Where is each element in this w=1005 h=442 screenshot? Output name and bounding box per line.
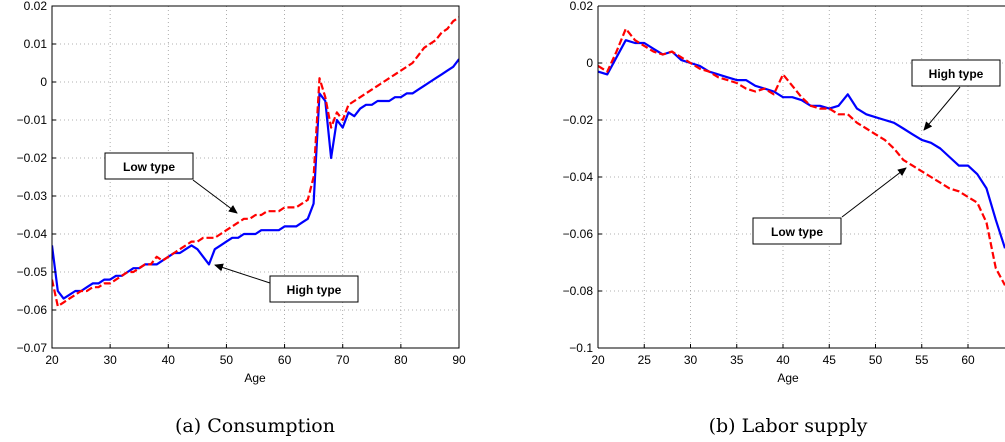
consumption-high-type-arrow: [214, 263, 271, 284]
consumption-y-tick-label: −0.01: [17, 113, 48, 127]
labor-supply-y-tick-label: −0.1: [569, 341, 593, 355]
labor-supply-y-tick-label: 0.02: [570, 0, 594, 13]
labor-supply-ticks: 20 25 30 35 40 45 50 55 60 0.02 0 −0.02 −0.04 −0.06 −0…: [563, 0, 975, 367]
consumption-y-tick-label: 0.01: [24, 37, 48, 51]
consumption-x-tick-label: 40: [162, 353, 176, 367]
labor-supply-series: [598, 27, 1005, 286]
consumption-high-type-box: [269, 275, 359, 303]
labor-supply-x-tick-label: 50: [869, 353, 883, 367]
labor-supply-y-tick-label: −0.08: [563, 284, 594, 298]
labor-supply-y-tick-label: −0.06: [563, 227, 594, 241]
consumption-y-tick-label: 0: [40, 75, 47, 89]
consumption-plot-frame: [51, 5, 460, 349]
labor-high-type-label: High type: [929, 67, 984, 81]
labor-supply-x-tick-label: 45: [823, 353, 837, 367]
labor-supply-chart: 20 25 30 35 40 45 50 55 60 0.02 0 −0.02 −0.04 −0.06 −0…: [563, 0, 1005, 437]
labor-supply-x-tick-label: 25: [638, 353, 652, 367]
consumption-x-tick-label: 50: [220, 353, 234, 367]
consumption-y-tick-label: 0.02: [24, 0, 48, 13]
consumption-x-axis-label: Age: [244, 371, 266, 385]
consumption-y-tick-label: −0.04: [17, 227, 48, 241]
labor-low-type-label: Low type: [771, 225, 823, 239]
labor-supply-x-tick-label: 35: [730, 353, 744, 367]
consumption-low-type-series-line: [52, 16, 459, 308]
consumption-low-type-arrow: [192, 179, 238, 214]
labor-supply-y-tick-label: 0: [586, 56, 593, 70]
labor-supply-x-tick-label: 20: [591, 353, 605, 367]
consumption-low-type-box: [104, 152, 194, 180]
consumption-x-tick-label: 20: [45, 353, 59, 367]
labor-high-type-box: [911, 59, 1001, 87]
labor-supply-x-tick-label: 60: [961, 353, 975, 367]
consumption-ticks: 20 30 40 50 60 70 80 90 0.02 0.01 0 −0.01 −0.02 −0.03…: [17, 0, 466, 367]
consumption-x-tick-label: 70: [336, 353, 350, 367]
labor-supply-caption: (b) Labor supply: [709, 415, 868, 437]
labor-supply-grid: [598, 6, 1005, 348]
labor-supply-x-axis-label: Age: [777, 371, 799, 385]
labor-high-type-arrow: [923, 86, 961, 131]
consumption-y-tick-label: −0.03: [17, 189, 48, 203]
consumption-high-type-label: High type: [287, 283, 342, 297]
consumption-y-tick-label: −0.07: [17, 341, 48, 355]
consumption-y-tick-label: −0.02: [17, 151, 48, 165]
consumption-x-tick-label: 30: [103, 353, 117, 367]
consumption-high-type-series-line: [52, 58, 459, 300]
labor-low-type-box: [752, 217, 842, 245]
consumption-chart: 20 30 40 50 60 70 80 90 0.02 0.01 0 −0.01 −0.02 −0.03…: [17, 0, 466, 437]
consumption-y-tick-label: −0.06: [17, 303, 48, 317]
consumption-x-tick-label: 60: [278, 353, 292, 367]
labor-supply-y-tick-label: −0.02: [563, 113, 594, 127]
consumption-y-tick-label: −0.05: [17, 265, 48, 279]
labor-supply-y-tick-label: −0.04: [563, 170, 594, 184]
labor-supply-frame: [597, 5, 1005, 349]
consumption-caption: (a) Consumption: [175, 415, 335, 437]
labor-supply-x-tick-label: 40: [776, 353, 790, 367]
labor-supply-x-tick-label: 55: [915, 353, 929, 367]
consumption-x-tick-label: 80: [394, 353, 408, 367]
labor-low-type-arrow: [841, 167, 907, 218]
consumption-series: [52, 16, 459, 308]
labor-supply-x-tick-label: 30: [684, 353, 698, 367]
consumption-low-type-label: Low type: [123, 160, 175, 174]
consumption-x-tick-label: 90: [452, 353, 466, 367]
labor-supply-low-type-series-line: [598, 27, 1005, 286]
